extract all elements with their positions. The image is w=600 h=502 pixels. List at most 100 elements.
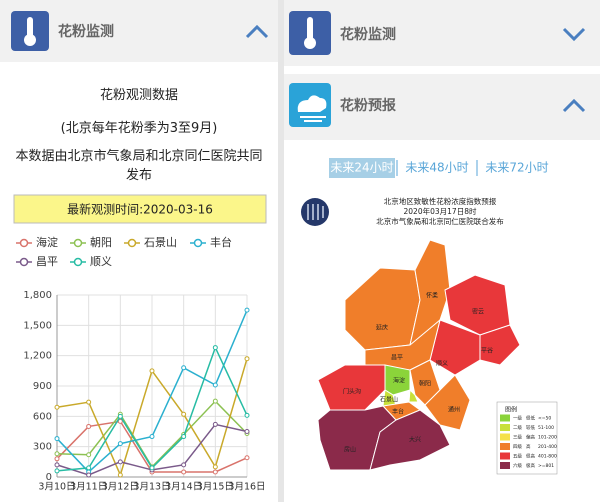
legend-range: >=801 (538, 463, 554, 469)
x-tick-label: 3月15日 (197, 482, 234, 493)
point (149, 434, 155, 440)
point (212, 382, 218, 388)
point (117, 413, 123, 419)
point (54, 468, 60, 474)
district-label: 平谷 (481, 347, 493, 355)
district-label: 延庆 (376, 324, 388, 332)
legend-range: 201-400 (538, 444, 557, 450)
point (181, 434, 187, 440)
point (86, 465, 92, 471)
obs-subtitle: (北京每年花粉季为3至9月) (60, 121, 218, 136)
obs-title: 花粉观测数据 (99, 88, 178, 103)
thermo-bulb (24, 34, 36, 46)
point (212, 421, 218, 427)
tab[interactable]: 未来24小时 (330, 161, 393, 175)
point (212, 469, 218, 475)
point (244, 455, 250, 461)
district-label: 顺义 (436, 361, 448, 368)
district (384, 364, 411, 396)
point (181, 411, 187, 417)
tab[interactable]: 未来48小时 (405, 161, 468, 175)
header-title: 花粉监测 (58, 23, 114, 40)
point (244, 307, 250, 313)
point (86, 399, 92, 405)
point (86, 452, 92, 458)
left-panel (0, 0, 278, 502)
thermo-bulb (304, 37, 316, 49)
y-tick-label: 1,500 (23, 320, 52, 331)
header-title: 花粉预报 (340, 97, 396, 114)
legend-swatch (500, 462, 510, 469)
legend-swatch (500, 452, 510, 460)
legend-grade: 五级 (513, 453, 522, 460)
district-label: 海淀 (393, 377, 405, 385)
x-tick-label: 3月16日 (228, 482, 265, 493)
monitor-header[interactable] (284, 0, 600, 66)
point (212, 464, 218, 470)
point (181, 462, 187, 468)
chevron-down[interactable] (562, 27, 586, 42)
point (117, 472, 123, 478)
legend-name: 极高 (526, 462, 535, 469)
forecast-header[interactable] (284, 74, 600, 140)
logo-mark (307, 204, 324, 220)
legend-swatch (500, 443, 510, 450)
header-title: 花粉监测 (340, 26, 396, 43)
legend-range: 401-800 (538, 454, 557, 460)
map-time: 2020年03月17日8时 (404, 206, 477, 216)
legend-label: 海淀 (36, 235, 58, 249)
point (117, 418, 123, 424)
y-tick-label: 600 (33, 411, 52, 422)
legend-name: 高 (526, 443, 531, 450)
district-label: 大兴 (409, 436, 421, 444)
y-tick-label: 1,200 (23, 351, 52, 362)
logo (301, 198, 329, 226)
tab[interactable]: 未来72小时 (485, 161, 548, 175)
chevron-up[interactable] (245, 24, 269, 39)
district-label: 密云 (472, 308, 484, 316)
legend-dot (19, 257, 29, 267)
obs-source: 本数据由北京市气象局和北京同仁医院共同发布 (15, 149, 263, 183)
legend-range: <=50 (538, 416, 551, 422)
district-label: 门头沟 (343, 388, 361, 396)
legend-swatch (500, 424, 510, 431)
y-tick-label: 900 (33, 381, 52, 392)
x-tick-label: 3月10日 (38, 482, 75, 493)
chevron-up[interactable] (562, 98, 586, 113)
district-label: 昌平 (391, 355, 403, 362)
legend-label: 丰台 (210, 235, 232, 249)
legend-name: 很低 (526, 415, 535, 422)
legend-label: 昌平 (36, 255, 58, 268)
point (86, 423, 92, 429)
point (54, 436, 60, 442)
point (54, 451, 60, 457)
y-tick-label: 1,800 (23, 290, 52, 301)
point (212, 398, 218, 404)
tab-active-bg (329, 158, 395, 178)
point (149, 465, 155, 471)
point (181, 469, 187, 475)
legend-label: 朝阳 (90, 236, 112, 249)
district-label: 通州 (448, 406, 460, 414)
point (244, 356, 250, 362)
wind (300, 116, 326, 122)
district (369, 409, 451, 471)
legend-dot (19, 238, 29, 248)
point (149, 368, 155, 374)
point (181, 365, 187, 371)
legend-grade: 三级 (513, 434, 522, 441)
legend-label: 石景山 (144, 236, 177, 249)
district-label: 石景山 (380, 396, 398, 404)
legend-range: 51-100 (538, 425, 554, 431)
district-label: 房山 (344, 446, 356, 454)
map-legend-title: 图例 (505, 406, 517, 414)
legend-grade: 一级 (513, 415, 522, 422)
map-publisher: 北京市气象局和北京同仁医院联合发布 (376, 216, 504, 226)
point (54, 456, 60, 462)
legend-grade: 二级 (513, 424, 522, 431)
legend-grade: 四级 (513, 443, 522, 450)
map-title: 北京地区致敏性花粉浓度指数预报 (384, 196, 497, 206)
legend-range: 101-200 (538, 435, 557, 441)
